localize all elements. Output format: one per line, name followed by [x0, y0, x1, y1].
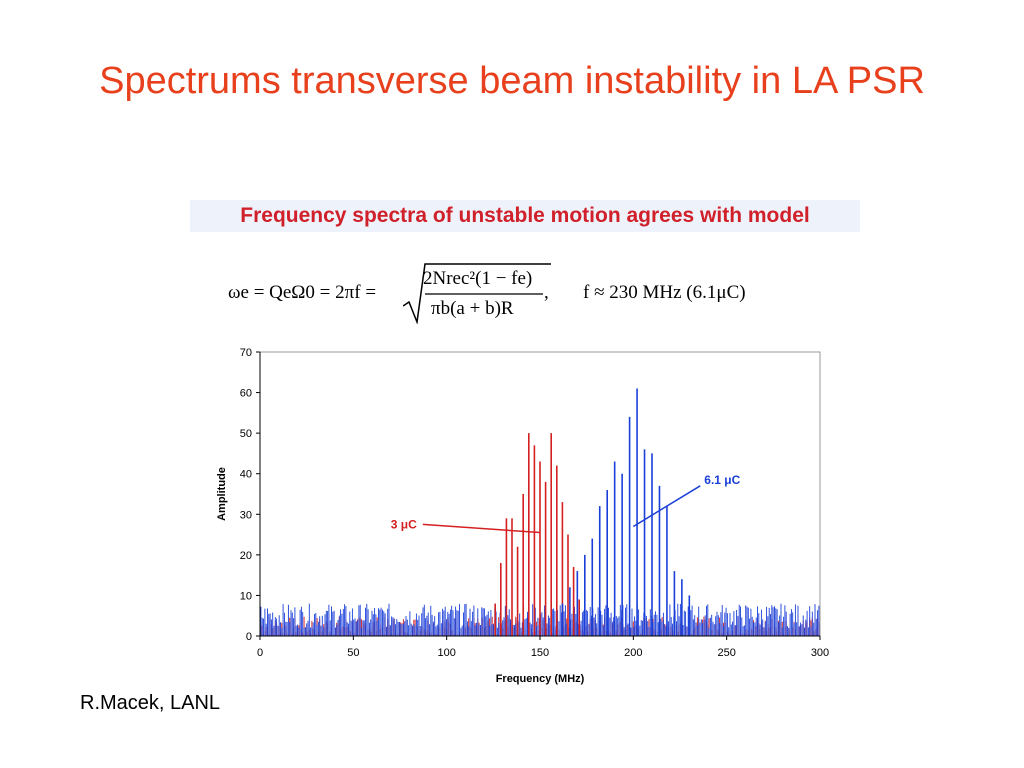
chart-axes: 0 10 20 30 40 50 60 70 0 50 100 150 200 250 300 — [240, 347, 829, 659]
y-tick-label: 70 — [240, 347, 252, 359]
chart-annotations: 3 μC 6.1 μC — [391, 473, 741, 534]
y-tick-label: 30 — [240, 509, 252, 521]
x-tick-label: 200 — [624, 647, 642, 659]
formula: ωe = QeΩ0 = 2πf = 2Nrec²(1 − fe) πb(a + … — [228, 262, 808, 324]
figure-heading: Frequency spectra of unstable motion agr… — [190, 200, 860, 232]
x-tick-label: 250 — [717, 647, 735, 659]
y-axis-label: Amplitude — [216, 467, 228, 521]
formula-denominator: πb(a + b)R — [431, 298, 514, 319]
slide-title: Spectrums transverse beam instability in… — [99, 60, 925, 102]
formula-comma: , — [544, 282, 549, 303]
chart-bars — [494, 388, 691, 636]
series-annotation-label: 3 μC — [391, 517, 417, 531]
y-tick-label: 50 — [240, 428, 252, 440]
formula-result: f ≈ 230 MHz (6.1μC) — [583, 282, 746, 303]
noise-floor — [260, 603, 820, 636]
y-tick-label: 40 — [240, 469, 252, 481]
formula-numerator: 2Nrec²(1 − fe) — [423, 268, 533, 289]
radical-sign — [403, 263, 551, 324]
y-tick-label: 10 — [240, 590, 252, 602]
x-tick-label: 50 — [347, 647, 359, 659]
series-annotation-label: 6.1 μC — [704, 473, 740, 487]
annotation-arrow — [632, 485, 701, 528]
credit-text: R.Macek, LANL — [80, 692, 221, 714]
spectrum-chart-svg: 0 10 20 30 40 50 60 70 0 50 100 150 200 250 300 3 μC 6.… — [216, 347, 829, 685]
x-tick-label: 0 — [257, 647, 263, 659]
x-tick-label: 150 — [531, 647, 549, 659]
y-tick-label: 0 — [246, 631, 252, 643]
x-tick-label: 100 — [437, 647, 455, 659]
y-tick-label: 60 — [240, 388, 252, 400]
annotation-arrow — [422, 523, 541, 534]
x-tick-label: 300 — [811, 647, 829, 659]
y-tick-label: 20 — [240, 550, 252, 562]
x-axis-label: Frequency (MHz) — [496, 673, 585, 685]
spectrum-chart: 0 10 20 30 40 50 60 70 0 50 100 150 200 250 300 3 μC 6.… — [200, 338, 840, 690]
formula-lhs: ωe = QeΩ0 = 2πf = — [228, 282, 377, 303]
